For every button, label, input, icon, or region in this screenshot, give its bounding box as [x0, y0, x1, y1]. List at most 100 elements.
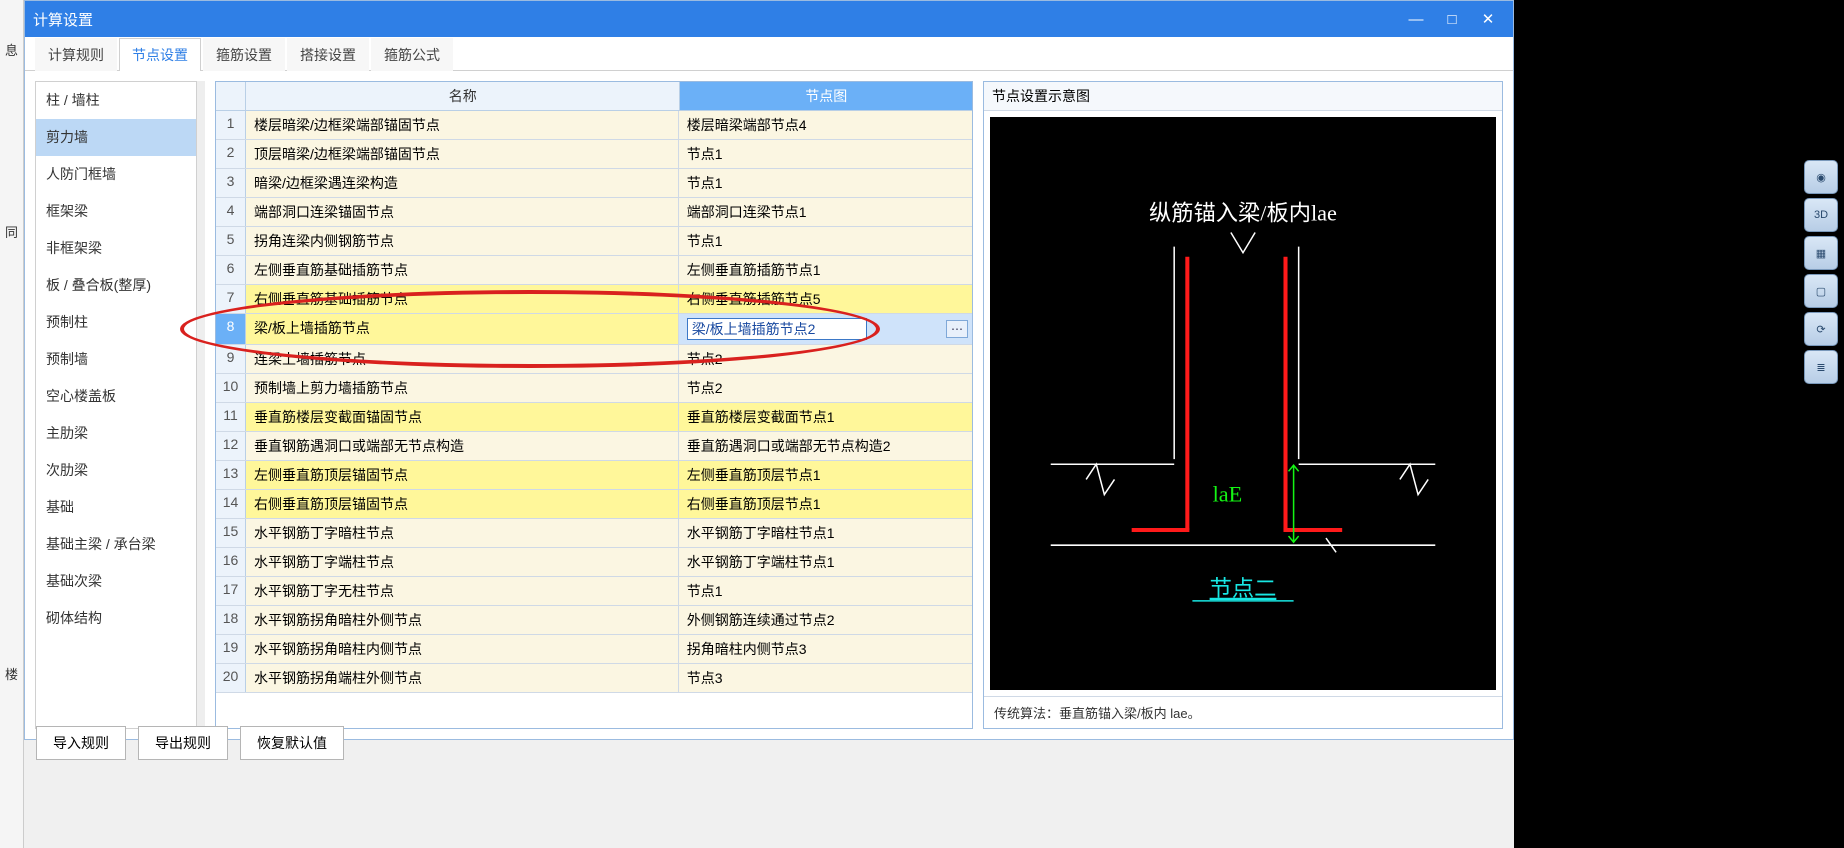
grid-header-node[interactable]: 节点图: [680, 82, 972, 110]
viewport-area: ◉ 3D ▦ ▢ ⟳ ≣: [1514, 0, 1844, 848]
row-name-cell[interactable]: 楼层暗梁/边框梁端部锚固节点: [246, 111, 679, 139]
view-tool-1[interactable]: 3D: [1804, 198, 1838, 232]
table-row[interactable]: 14右侧垂直筋顶层锚固节点右侧垂直筋顶层节点1: [216, 490, 972, 519]
sidebar-item[interactable]: 预制柱: [36, 304, 196, 341]
row-name-cell[interactable]: 垂直筋楼层变截面锚固节点: [246, 403, 679, 431]
row-name-cell[interactable]: 垂直钢筋遇洞口或端部无节点构造: [246, 432, 679, 460]
row-name-cell[interactable]: 左侧垂直筋顶层锚固节点: [246, 461, 679, 489]
row-node-cell[interactable]: 节点3: [679, 664, 972, 692]
row-name-cell[interactable]: 拐角连梁内侧钢筋节点: [246, 227, 679, 255]
import-rules-button[interactable]: 导入规则: [36, 726, 126, 760]
node-edit-input[interactable]: 梁/板上墙插筋节点2: [687, 318, 867, 340]
row-name-cell[interactable]: 水平钢筋拐角暗柱内侧节点: [246, 635, 679, 663]
table-row[interactable]: 12垂直钢筋遇洞口或端部无节点构造垂直筋遇洞口或端部无节点构造2: [216, 432, 972, 461]
sidebar-item[interactable]: 剪力墙: [36, 119, 196, 156]
table-row[interactable]: 5拐角连梁内侧钢筋节点节点1: [216, 227, 972, 256]
table-row[interactable]: 4端部洞口连梁锚固节点端部洞口连梁节点1: [216, 198, 972, 227]
sidebar-item[interactable]: 基础主梁 / 承台梁: [36, 526, 196, 563]
row-name-cell[interactable]: 右侧垂直筋基础插筋节点: [246, 285, 679, 313]
row-name-cell[interactable]: 端部洞口连梁锚固节点: [246, 198, 679, 226]
row-name-cell[interactable]: 顶层暗梁/边框梁端部锚固节点: [246, 140, 679, 168]
row-name-cell[interactable]: 水平钢筋丁字端柱节点: [246, 548, 679, 576]
row-name-cell[interactable]: 水平钢筋拐角暗柱外侧节点: [246, 606, 679, 634]
table-row[interactable]: 13左侧垂直筋顶层锚固节点左侧垂直筋顶层节点1: [216, 461, 972, 490]
row-name-cell[interactable]: 水平钢筋拐角端柱外侧节点: [246, 664, 679, 692]
maximize-button[interactable]: □: [1443, 10, 1461, 28]
row-node-cell[interactable]: 外侧钢筋连续通过节点2: [679, 606, 972, 634]
row-node-cell[interactable]: 节点2: [679, 345, 972, 373]
row-node-cell[interactable]: 梁/板上墙插筋节点2 ⋯: [679, 314, 972, 344]
sidebar-item[interactable]: 人防门框墙: [36, 156, 196, 193]
tab-2[interactable]: 箍筋设置: [203, 38, 285, 71]
restore-defaults-button[interactable]: 恢复默认值: [240, 726, 344, 760]
row-name-cell[interactable]: 水平钢筋丁字无柱节点: [246, 577, 679, 605]
row-number: 19: [216, 635, 246, 663]
row-name-cell[interactable]: 预制墙上剪力墙插筋节点: [246, 374, 679, 402]
row-node-cell[interactable]: 拐角暗柱内侧节点3: [679, 635, 972, 663]
row-name-cell[interactable]: 梁/板上墙插筋节点: [246, 314, 679, 344]
row-node-cell[interactable]: 水平钢筋丁字暗柱节点1: [679, 519, 972, 547]
view-tool-4[interactable]: ⟳: [1804, 312, 1838, 346]
table-row[interactable]: 8梁/板上墙插筋节点梁/板上墙插筋节点2⋯: [216, 314, 972, 345]
table-row[interactable]: 2顶层暗梁/边框梁端部锚固节点节点1: [216, 140, 972, 169]
table-row[interactable]: 18水平钢筋拐角暗柱外侧节点外侧钢筋连续通过节点2: [216, 606, 972, 635]
row-node-cell[interactable]: 右侧垂直筋顶层节点1: [679, 490, 972, 518]
minimize-button[interactable]: —: [1407, 10, 1425, 28]
sidebar-item[interactable]: 非框架梁: [36, 230, 196, 267]
sidebar-item[interactable]: 主肋梁: [36, 415, 196, 452]
row-node-cell[interactable]: 节点1: [679, 140, 972, 168]
sidebar-item[interactable]: 预制墙: [36, 341, 196, 378]
view-tool-2[interactable]: ▦: [1804, 236, 1838, 270]
view-tool-3[interactable]: ▢: [1804, 274, 1838, 308]
tab-3[interactable]: 搭接设置: [287, 38, 369, 71]
row-node-cell[interactable]: 垂直筋遇洞口或端部无节点构造2: [679, 432, 972, 460]
row-name-cell[interactable]: 右侧垂直筋顶层锚固节点: [246, 490, 679, 518]
row-node-cell[interactable]: 节点2: [679, 374, 972, 402]
row-name-cell[interactable]: 连梁上墙插筋节点: [246, 345, 679, 373]
row-name-cell[interactable]: 左侧垂直筋基础插筋节点: [246, 256, 679, 284]
table-row[interactable]: 9连梁上墙插筋节点节点2: [216, 345, 972, 374]
open-picker-button[interactable]: ⋯: [946, 320, 968, 338]
table-row[interactable]: 16水平钢筋丁字端柱节点水平钢筋丁字端柱节点1: [216, 548, 972, 577]
table-row[interactable]: 15水平钢筋丁字暗柱节点水平钢筋丁字暗柱节点1: [216, 519, 972, 548]
row-name-cell[interactable]: 暗梁/边框梁遇连梁构造: [246, 169, 679, 197]
view-tool-5[interactable]: ≣: [1804, 350, 1838, 384]
row-node-cell[interactable]: 楼层暗梁端部节点4: [679, 111, 972, 139]
tab-1[interactable]: 节点设置: [119, 38, 201, 71]
close-button[interactable]: ✕: [1479, 10, 1497, 28]
table-row[interactable]: 11垂直筋楼层变截面锚固节点垂直筋楼层变截面节点1: [216, 403, 972, 432]
view-tool-0[interactable]: ◉: [1804, 160, 1838, 194]
sidebar-item[interactable]: 框架梁: [36, 193, 196, 230]
sidebar-item[interactable]: 基础: [36, 489, 196, 526]
row-node-cell[interactable]: 左侧垂直筋插筋节点1: [679, 256, 972, 284]
tab-4[interactable]: 箍筋公式: [371, 38, 453, 71]
table-row[interactable]: 7右侧垂直筋基础插筋节点右侧垂直筋插筋节点5: [216, 285, 972, 314]
sidebar-item[interactable]: 基础次梁: [36, 563, 196, 600]
tab-0[interactable]: 计算规则: [35, 38, 117, 71]
window-controls: — □ ✕: [1407, 10, 1505, 28]
row-node-cell[interactable]: 右侧垂直筋插筋节点5: [679, 285, 972, 313]
row-node-cell[interactable]: 水平钢筋丁字端柱节点1: [679, 548, 972, 576]
row-node-cell[interactable]: 端部洞口连梁节点1: [679, 198, 972, 226]
sidebar-item[interactable]: 砌体结构: [36, 600, 196, 637]
sidebar-item[interactable]: 柱 / 墙柱: [36, 82, 196, 119]
sidebar-item[interactable]: 板 / 叠合板(整厚): [36, 267, 196, 304]
diagram-bottom-label[interactable]: 节点二: [1210, 576, 1277, 601]
sidebar-item[interactable]: 次肋梁: [36, 452, 196, 489]
scrollbar-stub[interactable]: [197, 81, 205, 729]
table-row[interactable]: 19水平钢筋拐角暗柱内侧节点拐角暗柱内侧节点3: [216, 635, 972, 664]
table-row[interactable]: 1楼层暗梁/边框梁端部锚固节点楼层暗梁端部节点4: [216, 111, 972, 140]
table-row[interactable]: 17水平钢筋丁字无柱节点节点1: [216, 577, 972, 606]
table-row[interactable]: 3暗梁/边框梁遇连梁构造节点1: [216, 169, 972, 198]
sidebar-item[interactable]: 空心楼盖板: [36, 378, 196, 415]
export-rules-button[interactable]: 导出规则: [138, 726, 228, 760]
table-row[interactable]: 20水平钢筋拐角端柱外侧节点节点3: [216, 664, 972, 693]
row-name-cell[interactable]: 水平钢筋丁字暗柱节点: [246, 519, 679, 547]
row-node-cell[interactable]: 节点1: [679, 169, 972, 197]
row-node-cell[interactable]: 左侧垂直筋顶层节点1: [679, 461, 972, 489]
table-row[interactable]: 6左侧垂直筋基础插筋节点左侧垂直筋插筋节点1: [216, 256, 972, 285]
row-node-cell[interactable]: 节点1: [679, 577, 972, 605]
row-node-cell[interactable]: 垂直筋楼层变截面节点1: [679, 403, 972, 431]
table-row[interactable]: 10预制墙上剪力墙插筋节点节点2: [216, 374, 972, 403]
row-node-cell[interactable]: 节点1: [679, 227, 972, 255]
